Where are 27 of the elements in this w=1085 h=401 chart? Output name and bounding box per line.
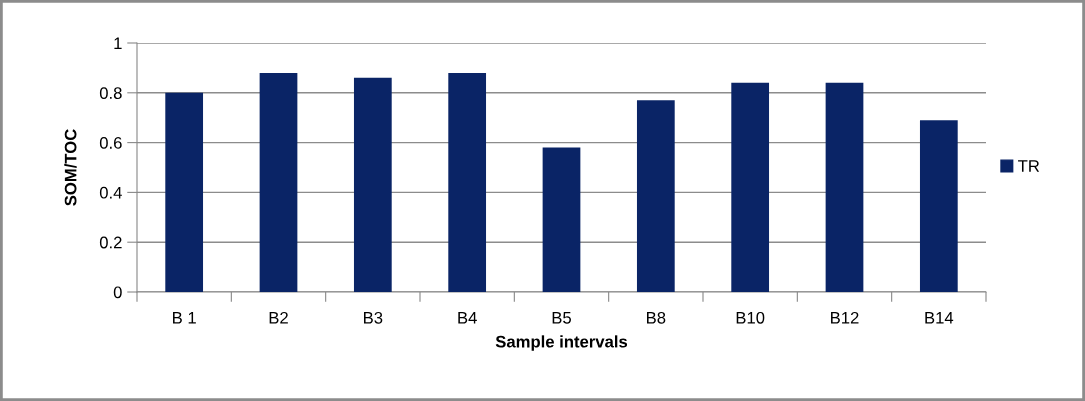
bar <box>353 77 392 292</box>
x-tick-label: B5 <box>552 312 571 324</box>
bar <box>448 72 487 292</box>
y-tick-label: 0.6 <box>99 137 122 149</box>
x-tick-label: B2 <box>269 311 288 324</box>
bar <box>542 147 581 292</box>
x-axis-title: Sample intervals <box>495 335 628 351</box>
y-tick-label: 0.8 <box>99 87 122 99</box>
y-tick-label: 0.4 <box>99 186 122 199</box>
bar <box>825 82 864 292</box>
x-tick-label: B8 <box>647 311 666 324</box>
y-tick-label: 1 <box>114 37 122 50</box>
y-axis-title: SOM/TOC <box>64 129 77 206</box>
x-tick-label: B 1 <box>173 312 196 324</box>
bar <box>165 92 204 292</box>
x-tick-label: B4 <box>458 312 477 324</box>
bar <box>259 72 298 292</box>
x-tick-label: B14 <box>925 312 954 324</box>
x-tick-label: B3 <box>364 311 383 324</box>
bar <box>919 120 958 292</box>
y-tick-label: 0 <box>113 286 122 299</box>
x-tick-label: B12 <box>831 311 859 324</box>
x-tick-label: B10 <box>736 311 765 324</box>
bar <box>636 100 675 292</box>
y-tick-label: 0.2 <box>99 236 122 249</box>
bar <box>731 82 770 292</box>
legend-label: TR <box>1018 160 1040 172</box>
